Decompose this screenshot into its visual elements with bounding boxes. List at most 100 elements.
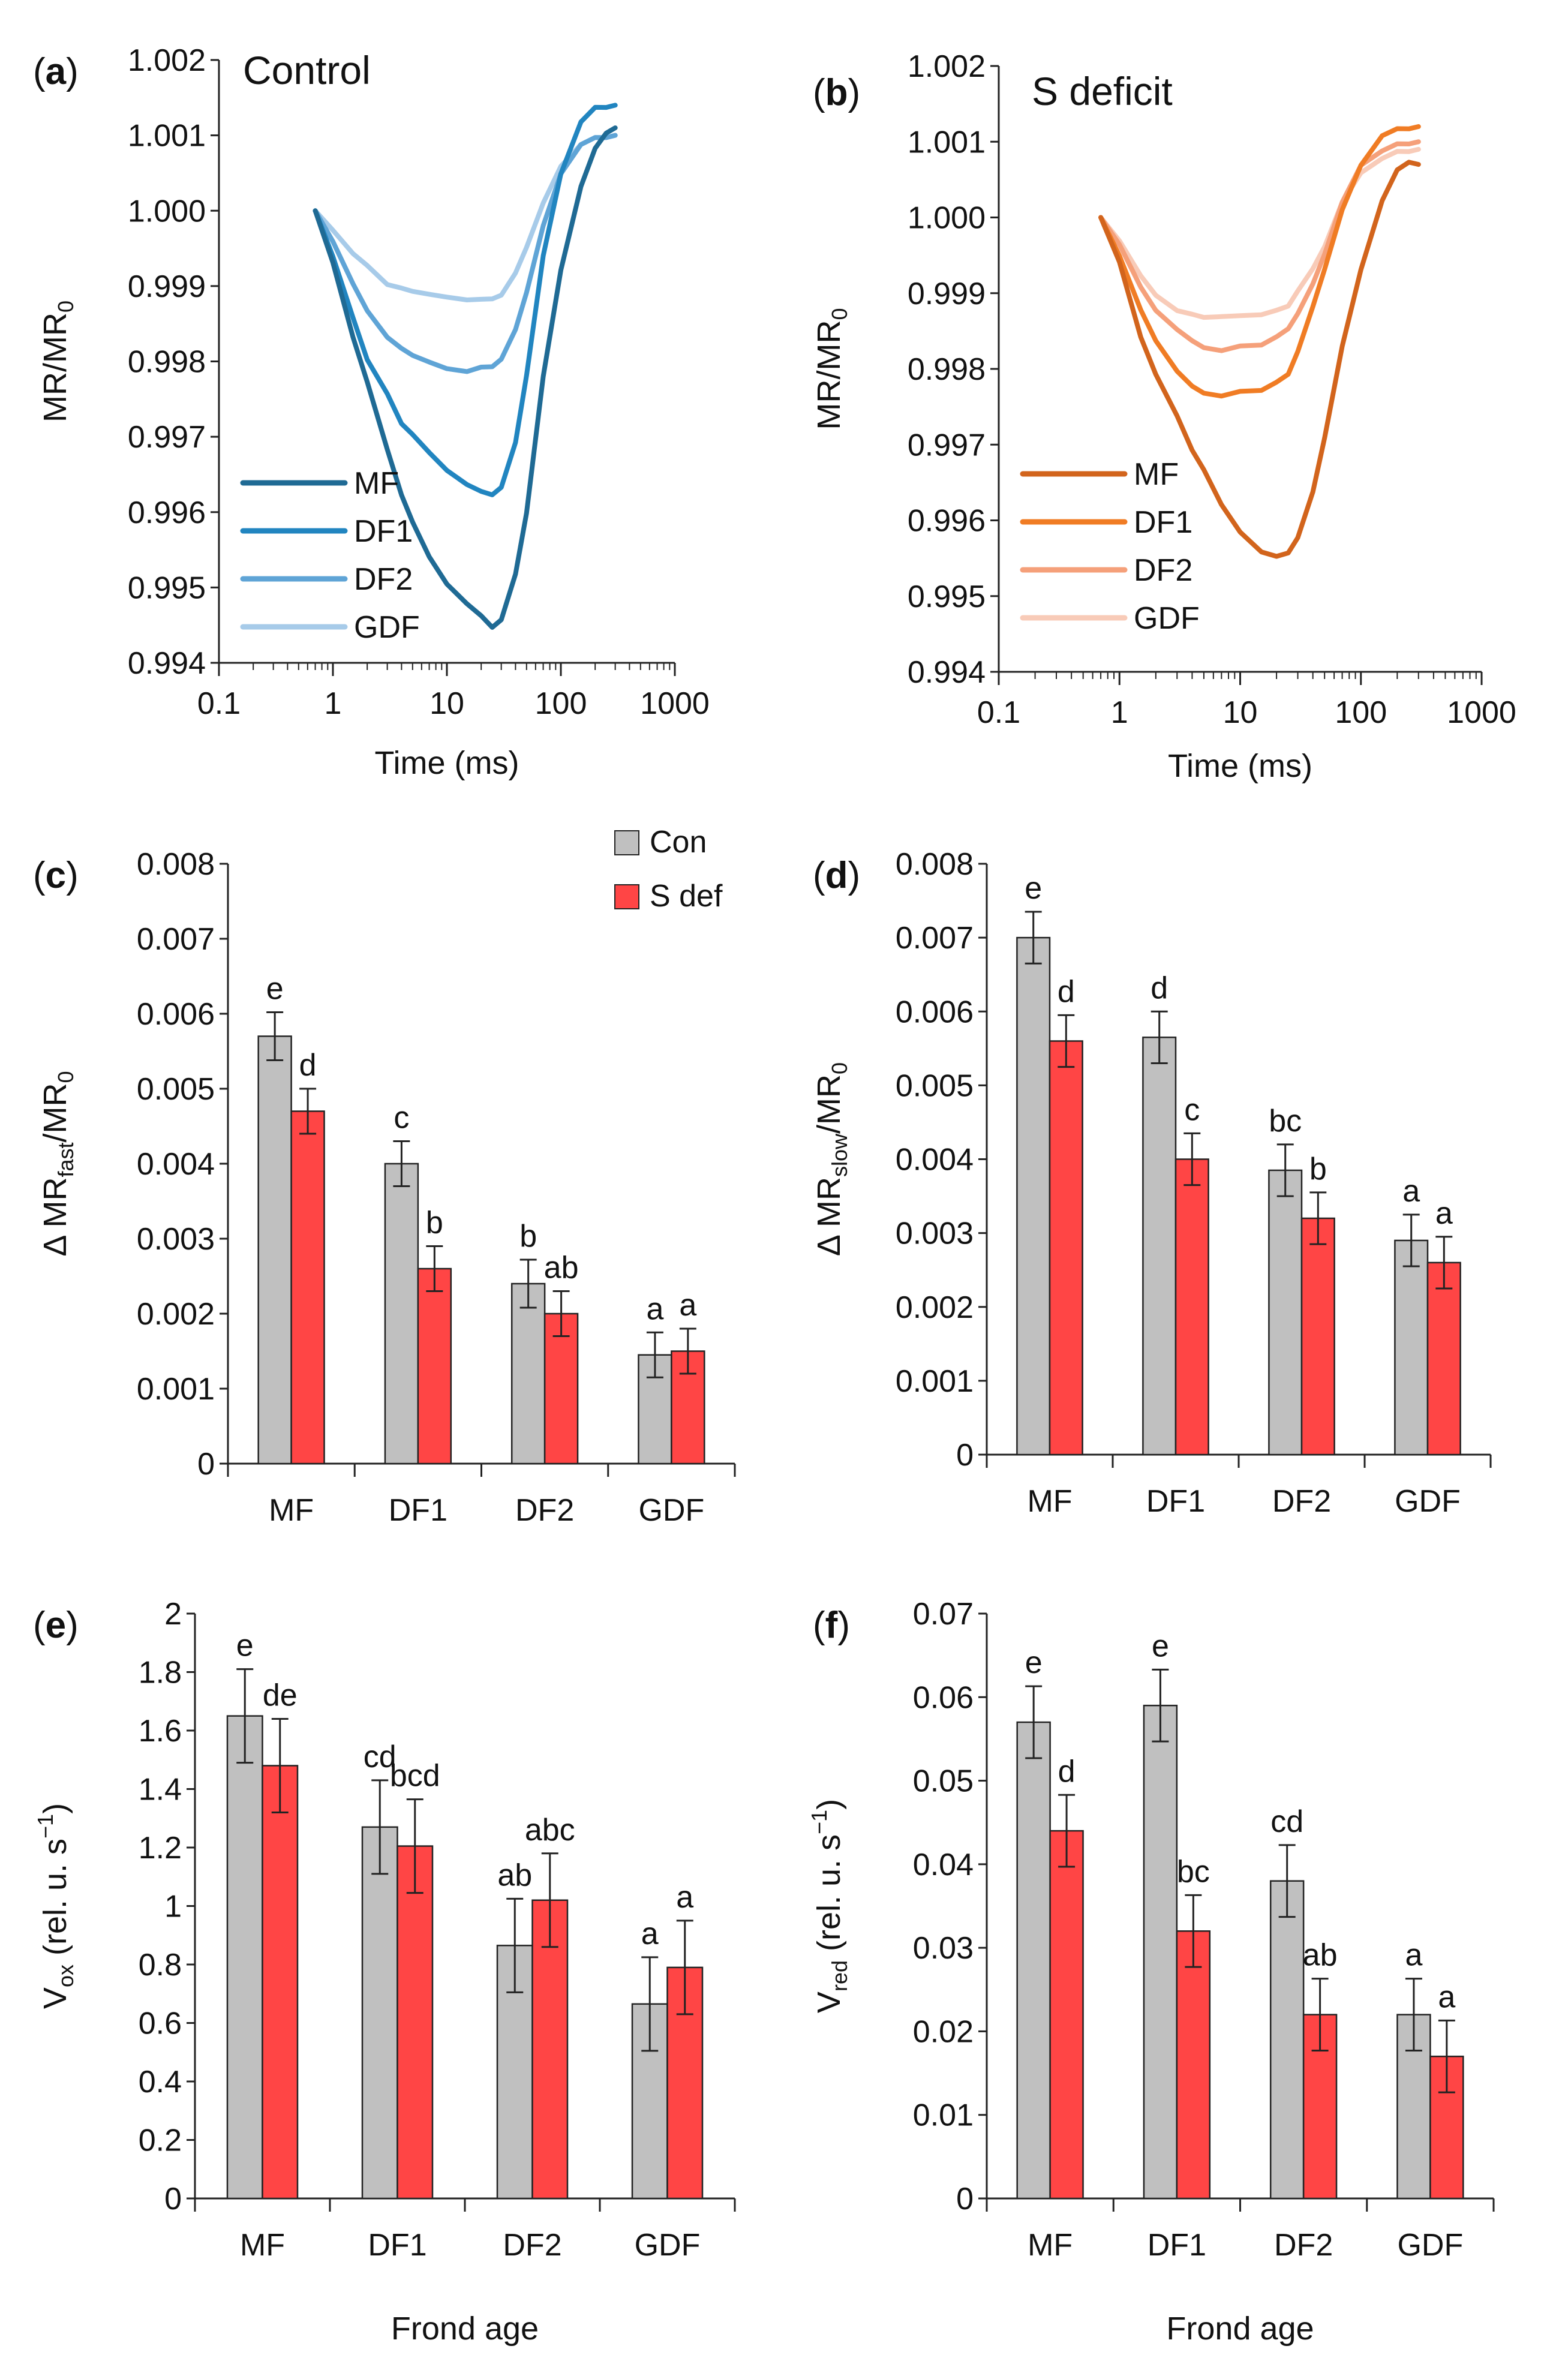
x-tick-label: DF1 — [1146, 1484, 1205, 1519]
panel-letter-text: d — [825, 855, 848, 896]
y-tick-label: 1.8 — [139, 1656, 182, 1690]
y-tick-label: 1.000 — [908, 201, 986, 236]
y-axis-title-main: MR/MR — [37, 313, 73, 422]
paren-open: ( — [813, 1605, 825, 1646]
y-tick-label: 0.04 — [913, 1848, 974, 1882]
y-tick-label: 0.001 — [896, 1364, 974, 1399]
legend-label-mf: MF — [354, 466, 399, 501]
y-tick-label: 0.003 — [137, 1222, 215, 1257]
y-tick-label: 0.008 — [896, 847, 974, 882]
x-tick-label: 1 — [325, 686, 342, 721]
paren-close: ) — [848, 72, 861, 113]
y-tick-label: 0.06 — [913, 1680, 974, 1715]
bar-s-def — [1049, 1040, 1083, 1456]
y-tick-label: 0.03 — [913, 1931, 974, 1966]
legend-label-gdf: GDF — [354, 610, 420, 645]
paren-open: ( — [33, 51, 46, 92]
y-tick-label: 0.999 — [908, 277, 986, 311]
y-axis-title-sub: slow — [827, 1133, 852, 1177]
y-axis-title: MR/MR0 — [37, 301, 78, 422]
y-axis-title-suffix: (rel. u. s — [811, 1834, 847, 1960]
bar-s-def — [1429, 2055, 1464, 2200]
y-tick-label: 0.006 — [896, 995, 974, 1029]
y-tick-label: 1.002 — [908, 49, 986, 84]
significance-label: e — [1025, 871, 1042, 906]
paren-close: ) — [66, 855, 79, 896]
y-tick-label: 1 — [164, 1890, 182, 1924]
y-tick-label: 0.02 — [913, 2014, 974, 2049]
panel-letter-c: (c) — [33, 855, 79, 896]
bar-s-def — [543, 1312, 579, 1465]
y-tick-label: 1.2 — [139, 1831, 182, 1866]
y-tick-label: 0 — [164, 2182, 182, 2216]
y-tick-label: 0.002 — [137, 1297, 215, 1332]
significance-label: cd — [364, 1740, 396, 1774]
significance-label: a — [1438, 1979, 1455, 2014]
panel-letter-b: (b) — [813, 72, 860, 113]
y-axis-title: Δ MRfast/MR0 — [37, 1071, 78, 1256]
x-tick-label: MF — [1028, 2228, 1073, 2263]
y-tick-label: 0.004 — [896, 1143, 974, 1178]
significance-label: b — [426, 1206, 443, 1240]
y-tick-label: 0.995 — [908, 579, 986, 614]
bar-con — [1269, 1880, 1305, 2200]
x-axis-title: Time (ms) — [1168, 748, 1312, 784]
significance-label: abc — [525, 1813, 575, 1848]
legend-label-s-def: S def — [650, 879, 723, 914]
y-tick-label: 1.4 — [139, 1773, 182, 1807]
y-tick-label: 0.998 — [908, 352, 986, 387]
x-tick-label: MF — [1027, 1484, 1072, 1519]
y-tick-label: 0 — [956, 1438, 974, 1473]
y-axis-title-sub: red — [827, 1960, 852, 1991]
panel-letter-text: b — [825, 72, 848, 113]
y-tick-label: 0.007 — [896, 921, 974, 956]
y-tick-label: 0.005 — [896, 1068, 974, 1103]
y-axis-title-sup: −1 — [807, 1810, 831, 1834]
bar-s-def — [417, 1267, 452, 1465]
x-tick-label: GDF — [638, 1493, 704, 1528]
x-tick-label: 1000 — [640, 686, 710, 721]
panel-letter-d: (d) — [813, 855, 860, 896]
x-tick-label: GDF — [1397, 2228, 1463, 2263]
y-tick-label: 0.6 — [139, 2006, 182, 2041]
x-tick-label: 10 — [1223, 695, 1258, 730]
y-axis-title: Vred (rel. u. s−1) — [807, 1799, 852, 2013]
y-tick-label: 0.007 — [137, 922, 215, 957]
bar-s-def — [1175, 1158, 1209, 1456]
y-axis-title-sub: ox — [53, 1965, 78, 1987]
x-tick-label: MF — [240, 2228, 285, 2263]
significance-label: c — [1184, 1092, 1200, 1127]
panel-a: (a) Control 0.994 0.995 0.996 0.997 0.998 0.999… — [33, 43, 710, 781]
y-tick-label: 0.997 — [128, 420, 206, 455]
y-tick-label: 1.6 — [139, 1714, 182, 1749]
significance-label: a — [1435, 1196, 1453, 1231]
significance-label: bc — [1269, 1104, 1302, 1139]
y-tick-label: 1.001 — [908, 125, 986, 160]
significance-label: ab — [544, 1251, 579, 1285]
y-tick-label: 0.05 — [913, 1764, 974, 1799]
x-tick-label: 0.1 — [197, 686, 241, 721]
y-tick-label: 0.005 — [137, 1072, 215, 1107]
bar-s-def — [396, 1845, 434, 2200]
y-axis-title-suffix-sub: 0 — [53, 1071, 78, 1083]
bar-con — [1268, 1169, 1303, 1456]
series-line-gdf — [1098, 146, 1421, 320]
x-tick-label: 0.1 — [977, 695, 1020, 730]
bar-s-def — [262, 1765, 299, 2200]
legend: Con S def — [614, 825, 723, 914]
y-axis-title: Δ MRslow/MR0 — [811, 1062, 852, 1256]
significance-label: a — [1405, 1938, 1422, 1973]
paren-close: ) — [66, 1605, 79, 1646]
y-axis-title-main: Δ MR — [37, 1177, 73, 1256]
y-axis-title-suffix: (rel. u. s — [37, 1839, 73, 1965]
bar-con — [1394, 1239, 1429, 1456]
significance-label: a — [646, 1291, 663, 1326]
y-axis-title: MR/MR0 — [811, 308, 852, 430]
legend: MF DF1 DF2 GDF — [240, 466, 420, 645]
y-tick-label: 0.003 — [896, 1216, 974, 1251]
x-tick-label: DF1 — [368, 2228, 426, 2263]
significance-label: ab — [1303, 1938, 1338, 1973]
panel-d: (d)00.0010.0020.0030.0040.0050.0060.0070… — [811, 847, 1492, 1519]
y-tick-label: 0.996 — [128, 495, 206, 530]
